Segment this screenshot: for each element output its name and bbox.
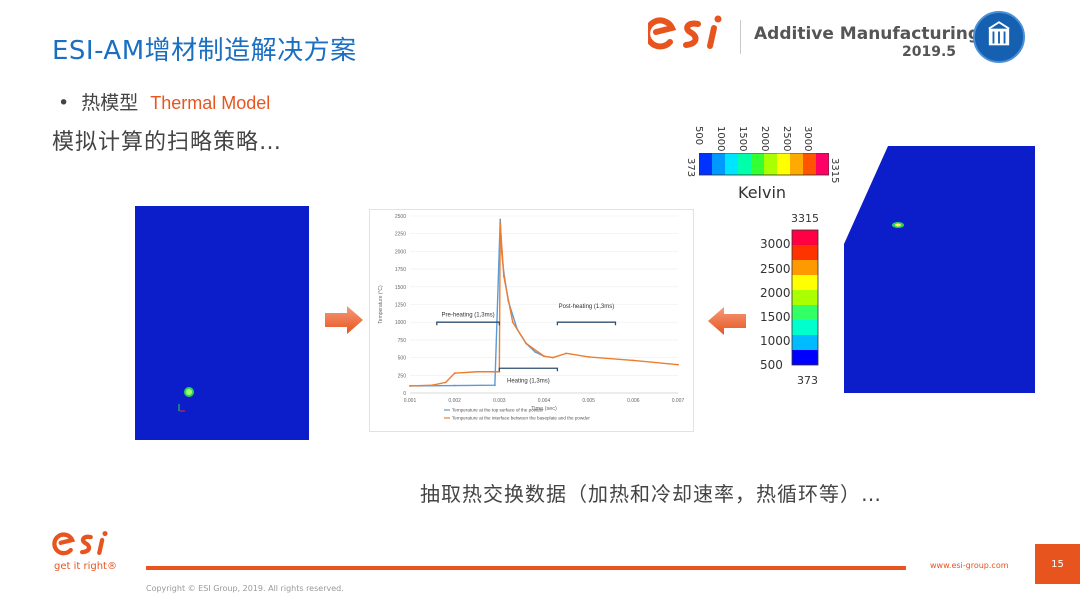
v-legend-tick: 500 [760, 358, 783, 372]
y-tick-label: 0 [403, 391, 406, 397]
y-tick-label: 500 [398, 356, 407, 362]
footer-line [146, 566, 906, 570]
data-point [587, 355, 590, 358]
slide-title: ESI-AM增材制造解决方案 [52, 36, 357, 66]
v-legend-tick: 1500 [760, 310, 791, 324]
right-arrow-icon [325, 306, 363, 334]
v-legend-tick: 2000 [760, 286, 791, 300]
x-tick-label: 0.003 [493, 398, 506, 404]
x-tick-label: 0.005 [582, 398, 595, 404]
data-point [525, 342, 528, 345]
h-legend-tick: 2500 [781, 126, 792, 152]
data-point [493, 384, 496, 387]
data-point [502, 275, 505, 278]
legend-entry-1: Temperature at the top surface of the po… [452, 408, 544, 413]
phase-annotation-1: Pre-heating (1,3ms) [442, 313, 495, 319]
data-point [453, 384, 456, 387]
v-legend-max: 3315 [791, 212, 819, 225]
phase-bracket-1 [436, 321, 500, 326]
data-point [511, 321, 514, 324]
subtitle: 模拟计算的扫略策略… [52, 130, 283, 155]
phase-annotation-2: Heating (1,3ms) [507, 378, 550, 384]
bullet-cn: 热模型 [81, 92, 139, 114]
phase-annotation-3: Post-heating (1,3ms) [559, 304, 615, 310]
page-number-badge: 15 [1035, 544, 1080, 584]
h-legend-tick: 3000 [802, 126, 813, 152]
v-legend-tick: 3000 [760, 237, 791, 251]
y-tick-label: 2000 [395, 249, 406, 255]
v-legend-tick: 1000 [760, 334, 791, 348]
institution-emblem-icon [973, 11, 1025, 63]
y-tick-label: 1750 [395, 267, 406, 273]
website-link[interactable]: www.esi-group.com [930, 561, 1009, 570]
x-tick-label: 0.004 [538, 398, 551, 404]
y-tick-label: 2500 [395, 214, 406, 220]
h-legend-min: 373 [685, 158, 696, 178]
data-point [552, 356, 554, 359]
bullet-line: • 热模型 Thermal Model [58, 88, 270, 115]
x-tick-label: 0.006 [627, 398, 640, 404]
y-axis-label: Temperature (°C) [378, 285, 384, 324]
y-tick-label: 750 [398, 338, 407, 344]
v-legend-tick: 2500 [760, 262, 791, 276]
h-legend-tick: 2000 [759, 126, 770, 152]
data-point [444, 381, 447, 384]
footer-esi-logo-icon [52, 531, 108, 556]
h-legend-tick: 1000 [715, 126, 726, 152]
legend-entry-2: Temperature at the interface between the… [452, 416, 590, 421]
data-point [476, 370, 478, 373]
melt-pool-graphic [178, 387, 194, 412]
h-legend-tick: 500 [693, 126, 704, 146]
h-legend-tick: 1500 [737, 126, 748, 152]
copyright: Copyright © ESI Group, 2019. All rights … [146, 584, 344, 593]
tagline: get it right® [54, 561, 117, 572]
bottom-text: 抽取热交换数据（加热和冷却速率，热循环等）… [420, 482, 882, 506]
brand-name: Additive Manufacturing [754, 24, 981, 44]
bullet-dot: • [58, 92, 70, 114]
vertical-color-legend [791, 229, 819, 366]
data-point [534, 351, 536, 353]
chart-svg: 0 250 500 750 1000 1250 1500 1750 2000 2250 2500 0.… [378, 214, 685, 421]
y-tick-label: 250 [398, 373, 407, 379]
y-tick-label: 1250 [395, 303, 406, 309]
v-legend-min: 373 [797, 374, 818, 387]
data-point [543, 355, 545, 358]
esi-logo-icon [648, 15, 722, 50]
data-point [632, 359, 635, 362]
horizontal-color-legend [699, 153, 829, 176]
data-point [498, 370, 501, 373]
data-point [453, 372, 456, 375]
temperature-chart: 0 250 500 750 1000 1250 1500 1750 2000 2250 2500 0.… [369, 209, 694, 432]
data-point [431, 384, 434, 387]
data-point [565, 352, 568, 355]
y-tick-label: 1500 [395, 285, 406, 291]
series-line-1 [409, 219, 545, 387]
phase-bracket-3 [556, 321, 617, 326]
series-line-2 [409, 223, 679, 387]
x-tick-label: 0.002 [448, 398, 461, 404]
y-tick-label: 2250 [395, 232, 406, 238]
phase-bracket-2 [498, 367, 559, 372]
data-point [677, 363, 679, 366]
brand-date: 2019.5 [902, 44, 957, 60]
bullet-en: Thermal Model [150, 93, 271, 113]
left-simulation-image [135, 206, 309, 440]
x-axis-label: Time (sec) [531, 406, 557, 412]
right-simulation-image [844, 146, 1035, 393]
x-tick-label: 0.007 [672, 398, 685, 404]
y-tick-label: 1000 [395, 320, 406, 326]
left-arrow-icon [708, 307, 746, 335]
data-point [409, 385, 411, 387]
data-point [499, 222, 502, 224]
header-divider [740, 20, 741, 54]
kelvin-label: Kelvin [738, 183, 787, 202]
x-tick-label: 0.001 [404, 398, 417, 404]
data-point [499, 218, 502, 221]
